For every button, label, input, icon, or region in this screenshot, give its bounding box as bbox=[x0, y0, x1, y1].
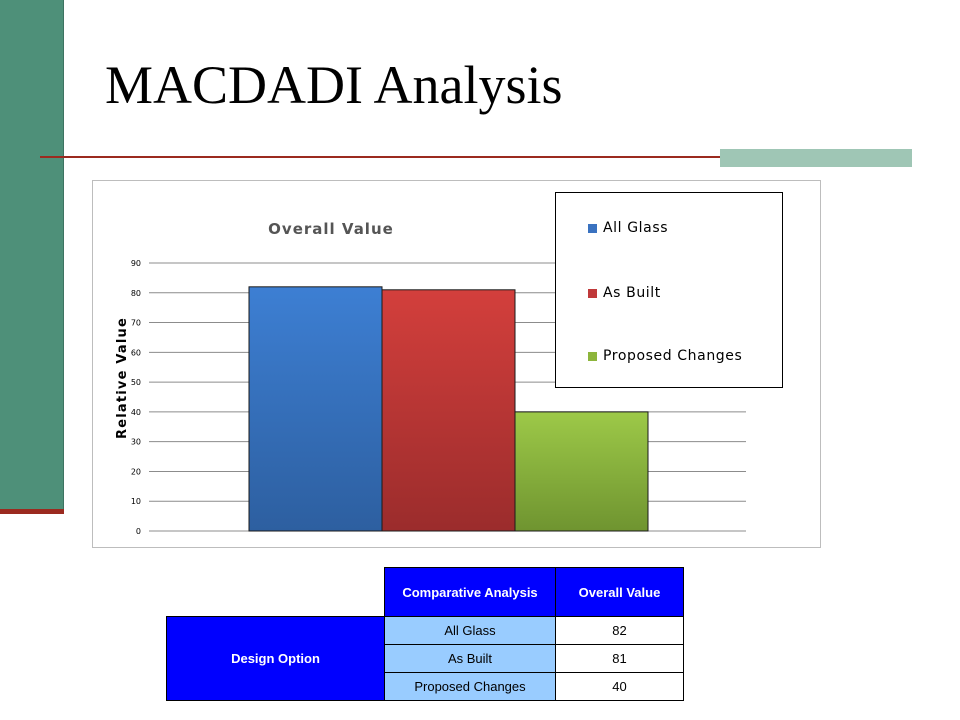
chart-legend: All Glass As Built Proposed Changes bbox=[555, 192, 783, 388]
legend-item-as-built: As Built bbox=[588, 285, 661, 301]
left-decor-underline bbox=[0, 509, 64, 514]
legend-item-proposed-changes: Proposed Changes bbox=[588, 348, 742, 364]
bar-proposed-changes bbox=[514, 411, 649, 532]
y-tick-label: 50 bbox=[131, 378, 141, 387]
table-cell-value: 40 bbox=[555, 672, 684, 701]
bar-all-glass bbox=[248, 286, 383, 532]
table-header-row: Comparative Analysis Overall Value bbox=[167, 567, 684, 617]
row-header-design-option: Design Option bbox=[166, 616, 385, 701]
y-tick-label: 10 bbox=[131, 497, 141, 506]
y-tick-label: 70 bbox=[131, 319, 141, 328]
bar-as-built bbox=[381, 289, 516, 532]
table-row: Proposed Changes 40 bbox=[167, 672, 684, 701]
table-cell-option: As Built bbox=[384, 644, 556, 673]
y-tick-labels: 0 10 20 30 40 50 60 70 80 90 bbox=[131, 259, 141, 536]
y-tick-label: 90 bbox=[131, 259, 141, 268]
left-decor-bar bbox=[0, 0, 64, 512]
table-cell-option: All Glass bbox=[384, 616, 556, 645]
comparison-table: Comparative Analysis Overall Value Desig… bbox=[166, 567, 684, 701]
y-tick-label: 80 bbox=[131, 289, 141, 298]
table-cell-value: 81 bbox=[555, 644, 684, 673]
legend-label-as-built: As Built bbox=[603, 285, 661, 301]
y-tick-label: 40 bbox=[131, 408, 141, 417]
table-cell-option: Proposed Changes bbox=[384, 672, 556, 701]
title-rule bbox=[40, 156, 912, 158]
title-accent-bar bbox=[720, 149, 912, 167]
bars-layer bbox=[248, 286, 649, 532]
legend-label-proposed-changes: Proposed Changes bbox=[603, 348, 743, 364]
legend-label-all-glass: All Glass bbox=[603, 220, 669, 236]
y-tick-label: 30 bbox=[131, 438, 141, 447]
table-row: As Built 81 bbox=[167, 644, 684, 673]
legend-swatch-proposed-changes bbox=[588, 351, 597, 361]
chart-title: Overall Value bbox=[268, 220, 394, 238]
legend-swatch-as-built bbox=[588, 288, 597, 298]
legend-item-all-glass: All Glass bbox=[588, 220, 668, 236]
y-tick-label: 0 bbox=[136, 527, 141, 536]
header-overall-value: Overall Value bbox=[555, 567, 684, 617]
y-tick-label: 60 bbox=[131, 348, 141, 357]
header-comparative-analysis: Comparative Analysis bbox=[384, 567, 556, 617]
y-tick-label: 20 bbox=[131, 467, 141, 476]
table-row: Design Option All Glass 82 bbox=[166, 616, 684, 701]
slide-title: MACDADI Analysis bbox=[105, 55, 563, 115]
table-cell-value: 82 bbox=[555, 616, 684, 645]
legend-swatch-all-glass bbox=[588, 223, 597, 233]
y-axis-label: Relative Value bbox=[115, 317, 130, 439]
table-blank-corner bbox=[167, 568, 385, 617]
